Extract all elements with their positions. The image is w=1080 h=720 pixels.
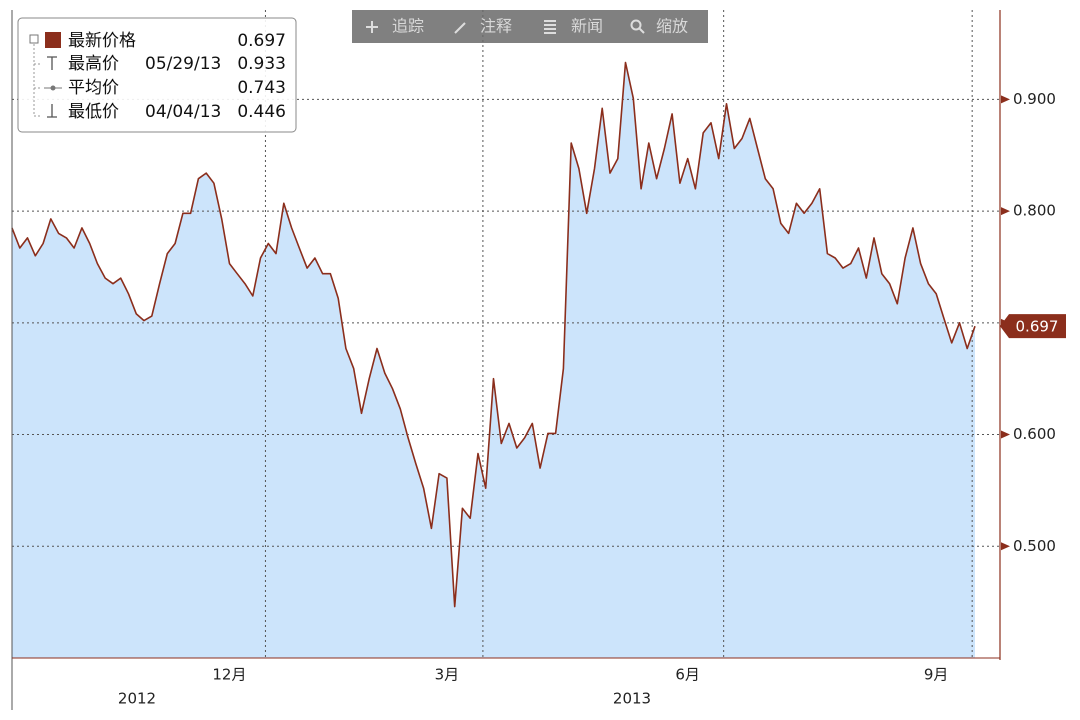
high-icon — [47, 56, 57, 70]
legend-label: 平均价 — [68, 78, 119, 98]
legend-date: 05/29/13 — [145, 54, 221, 74]
icon — [454, 22, 466, 34]
legend-value: 0.933 — [237, 54, 286, 74]
icon — [366, 21, 378, 33]
y-tick — [1001, 207, 1010, 216]
legend-label: 最低价 — [68, 102, 119, 122]
legend: 最新价格 0.697 最高价 05/29/13 0.933 平均价 0.743 … — [17, 17, 297, 133]
y-tick-label: 0.900 — [1013, 90, 1056, 108]
legend-swatch — [45, 32, 61, 48]
tool-news[interactable]: 新闻 — [544, 17, 603, 36]
year-label: 2013 — [613, 690, 651, 708]
legend-value: 0.446 — [237, 102, 286, 122]
legend-date: 04/04/13 — [145, 102, 221, 122]
low-icon — [47, 104, 57, 118]
tool-annotate[interactable]: 注释 — [454, 17, 512, 36]
collapse-icon — [29, 34, 39, 44]
legend-value: 0.743 — [237, 78, 286, 98]
toolbar-bg — [352, 10, 708, 43]
toolbar: 追踪 注释 新闻 缩放 — [352, 10, 708, 43]
y-tick — [1001, 542, 1010, 551]
last-value-label: 0.697 — [1016, 318, 1059, 336]
tool-label: 注释 — [480, 17, 512, 36]
year-label: 2012 — [118, 690, 156, 708]
y-tick-label: 0.500 — [1013, 537, 1056, 555]
tool-label: 追踪 — [392, 17, 424, 36]
icon — [638, 27, 645, 34]
legend-value: 0.697 — [237, 31, 286, 51]
y-tick-label: 0.600 — [1013, 425, 1056, 443]
x-tick-label: 9月 — [924, 666, 949, 684]
x-tick-label: 3月 — [435, 666, 460, 684]
legend-box — [17, 17, 297, 133]
x-tick-label: 12月 — [212, 666, 246, 684]
tool-label: 新闻 — [571, 17, 603, 36]
tool-zoom[interactable]: 缩放 — [630, 17, 689, 36]
tool-track[interactable]: 追踪 — [366, 17, 424, 36]
avg-icon — [50, 85, 56, 91]
x-tick-label: 6月 — [675, 666, 700, 684]
y-tick — [1001, 95, 1010, 104]
icon — [630, 19, 642, 31]
y-tick-label: 0.800 — [1013, 202, 1056, 220]
area-fill — [12, 62, 975, 658]
legend-label: 最高价 — [68, 54, 119, 74]
price-line — [11, 61, 976, 608]
legend-label: 最新价格 — [68, 31, 136, 51]
tool-label: 缩放 — [656, 17, 688, 36]
y-tick — [1001, 430, 1010, 439]
icon — [544, 20, 556, 34]
last-value-tag — [1000, 314, 1066, 339]
tree-lines — [33, 44, 42, 117]
